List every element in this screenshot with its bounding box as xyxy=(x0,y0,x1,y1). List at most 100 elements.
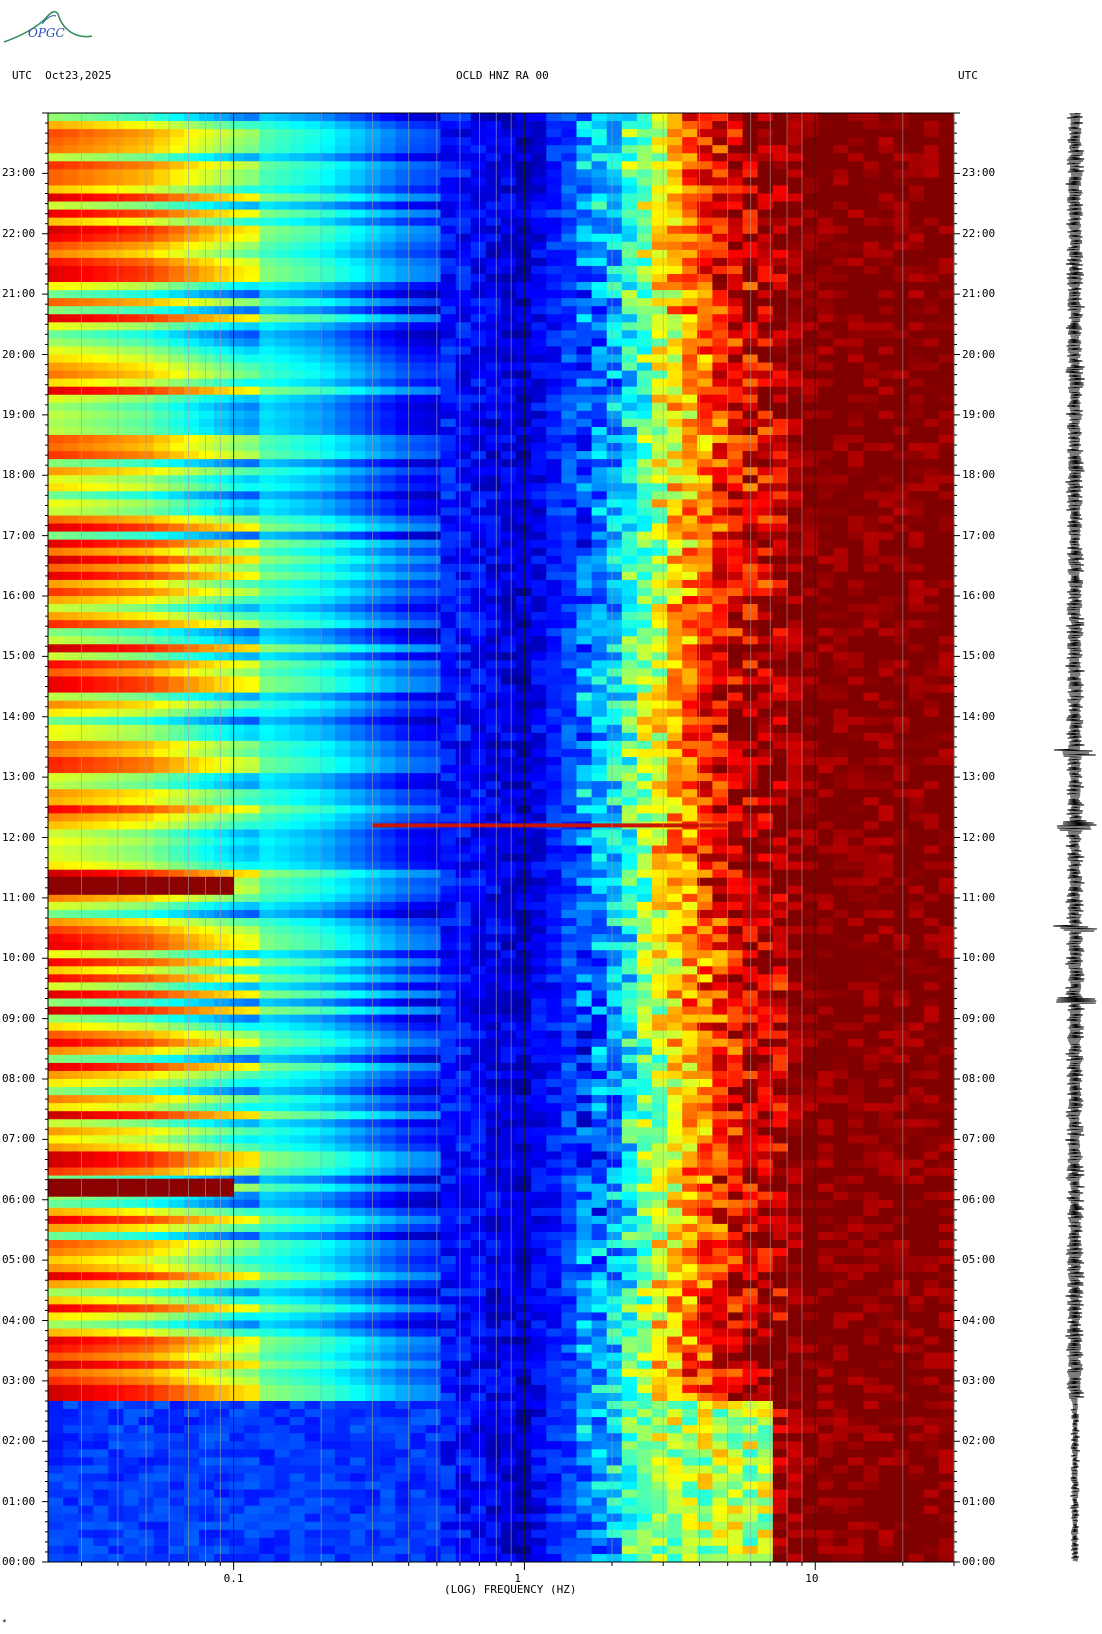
spectrogram-cell xyxy=(63,604,79,613)
spectrogram-cell xyxy=(803,217,819,227)
spectrogram-cell xyxy=(516,765,532,774)
spectrogram-cell xyxy=(274,282,291,291)
spectrogram-cell xyxy=(485,201,502,211)
spectrogram-cell xyxy=(199,362,215,372)
spectrogram-cell xyxy=(395,330,411,339)
spectrogram-cell xyxy=(334,209,351,219)
spectrogram-cell xyxy=(274,426,291,436)
spectrogram-cell xyxy=(531,604,547,613)
spectrogram-cell xyxy=(425,539,442,549)
spectrogram-cell xyxy=(516,185,532,195)
spectrogram-cell xyxy=(576,668,593,678)
spectrogram-cell xyxy=(652,346,668,356)
spectrogram-cell xyxy=(863,209,880,219)
spectrogram-cell xyxy=(334,443,351,452)
spectrogram-cell xyxy=(304,346,321,356)
spectrogram-cell xyxy=(168,612,185,621)
spectrogram-cell xyxy=(621,362,638,372)
spectrogram-cell xyxy=(214,274,230,283)
spectrogram-cell xyxy=(259,555,276,565)
spectrogram-cell xyxy=(289,418,306,428)
spectrogram-cell xyxy=(863,636,880,645)
spectrogram-cell xyxy=(274,660,291,670)
spectrogram-cell xyxy=(304,113,321,122)
spectrogram-cell xyxy=(485,443,502,452)
spectrogram-cell xyxy=(516,773,532,782)
spectrogram-cell xyxy=(878,724,895,734)
spectrogram-cell xyxy=(440,435,457,444)
spectrogram-cell xyxy=(470,732,487,742)
spectrogram-cell xyxy=(183,314,200,323)
spectrogram-cell xyxy=(410,282,427,291)
spectrogram-cell xyxy=(380,684,396,694)
spectrogram-cell xyxy=(621,418,638,428)
spectrogram-cell xyxy=(848,161,864,170)
spectrogram-cell xyxy=(93,571,109,581)
spectrogram-cell xyxy=(938,571,954,581)
spectrogram-cell xyxy=(229,314,245,323)
spectrogram-cell xyxy=(591,748,608,758)
spectrogram-cell xyxy=(319,757,336,766)
spectrogram-cell xyxy=(380,241,396,251)
spectrogram-cell xyxy=(621,523,638,533)
spectrogram-cell xyxy=(531,217,547,227)
spectrogram-cell xyxy=(606,499,623,509)
spectrogram-cell xyxy=(803,507,819,517)
spectrogram-cell xyxy=(304,185,321,195)
spectrogram-cell xyxy=(380,354,396,364)
spectrogram-cell xyxy=(697,193,713,203)
spectrogram-cell xyxy=(470,668,487,678)
spectrogram-cell xyxy=(712,443,729,452)
spectrogram-cell xyxy=(259,636,276,645)
spectrogram-cell xyxy=(380,435,396,444)
spectrogram-cell xyxy=(108,636,125,645)
spectrogram-cell xyxy=(546,169,562,178)
spectrogram-cell xyxy=(652,330,668,339)
spectrogram-cell xyxy=(123,362,140,372)
spectrogram-cell xyxy=(923,354,940,364)
spectrogram-cell xyxy=(818,628,834,637)
spectrogram-cell xyxy=(712,209,729,219)
spectrogram-cell xyxy=(697,668,713,678)
spectrogram-cell xyxy=(259,193,276,203)
spectrogram-cell xyxy=(742,435,759,444)
spectrogram-cell xyxy=(878,354,895,364)
spectrogram-cell xyxy=(878,233,895,243)
spectrogram-cell xyxy=(606,523,623,533)
spectrogram-cell xyxy=(289,451,306,460)
spectrogram-cell xyxy=(606,563,623,573)
spectrogram-cell xyxy=(712,507,729,517)
spectrogram-cell xyxy=(380,265,396,275)
spectrogram-cell xyxy=(576,692,593,702)
spectrogram-cell xyxy=(78,571,94,581)
spectrogram-cell xyxy=(878,700,895,710)
spectrogram-cell xyxy=(561,692,578,702)
spectrogram-cell xyxy=(199,555,215,565)
spectrogram-cell xyxy=(410,757,427,766)
spectrogram-cell xyxy=(848,692,864,702)
spectrogram-cell xyxy=(848,668,864,678)
spectrogram-cell xyxy=(365,571,381,581)
spectrogram-cell xyxy=(380,612,396,621)
spectrogram-cell xyxy=(214,491,230,500)
spectrogram-cell xyxy=(78,451,94,460)
spectrogram-cell xyxy=(938,121,954,130)
spectrogram-cell xyxy=(757,765,774,774)
spectrogram-cell xyxy=(712,692,729,702)
spectrogram-cell xyxy=(350,185,366,195)
spectrogram-cell xyxy=(153,241,170,251)
spectrogram-cell xyxy=(229,523,245,533)
spectrogram-cell xyxy=(501,161,517,170)
spectrogram-cell xyxy=(410,604,427,613)
spectrogram-cell xyxy=(199,620,215,629)
spectrogram-cell xyxy=(772,684,789,694)
spectrogram-cell xyxy=(742,233,759,243)
spectrogram-cell xyxy=(229,346,245,356)
spectrogram-cell xyxy=(138,426,155,436)
spectrogram-cell xyxy=(742,740,759,750)
spectrogram-cell xyxy=(636,612,653,621)
spectrogram-cell xyxy=(576,153,593,162)
spectrogram-cell xyxy=(923,435,940,444)
spectrogram-cell xyxy=(667,193,683,203)
spectrogram-cell xyxy=(561,467,578,476)
